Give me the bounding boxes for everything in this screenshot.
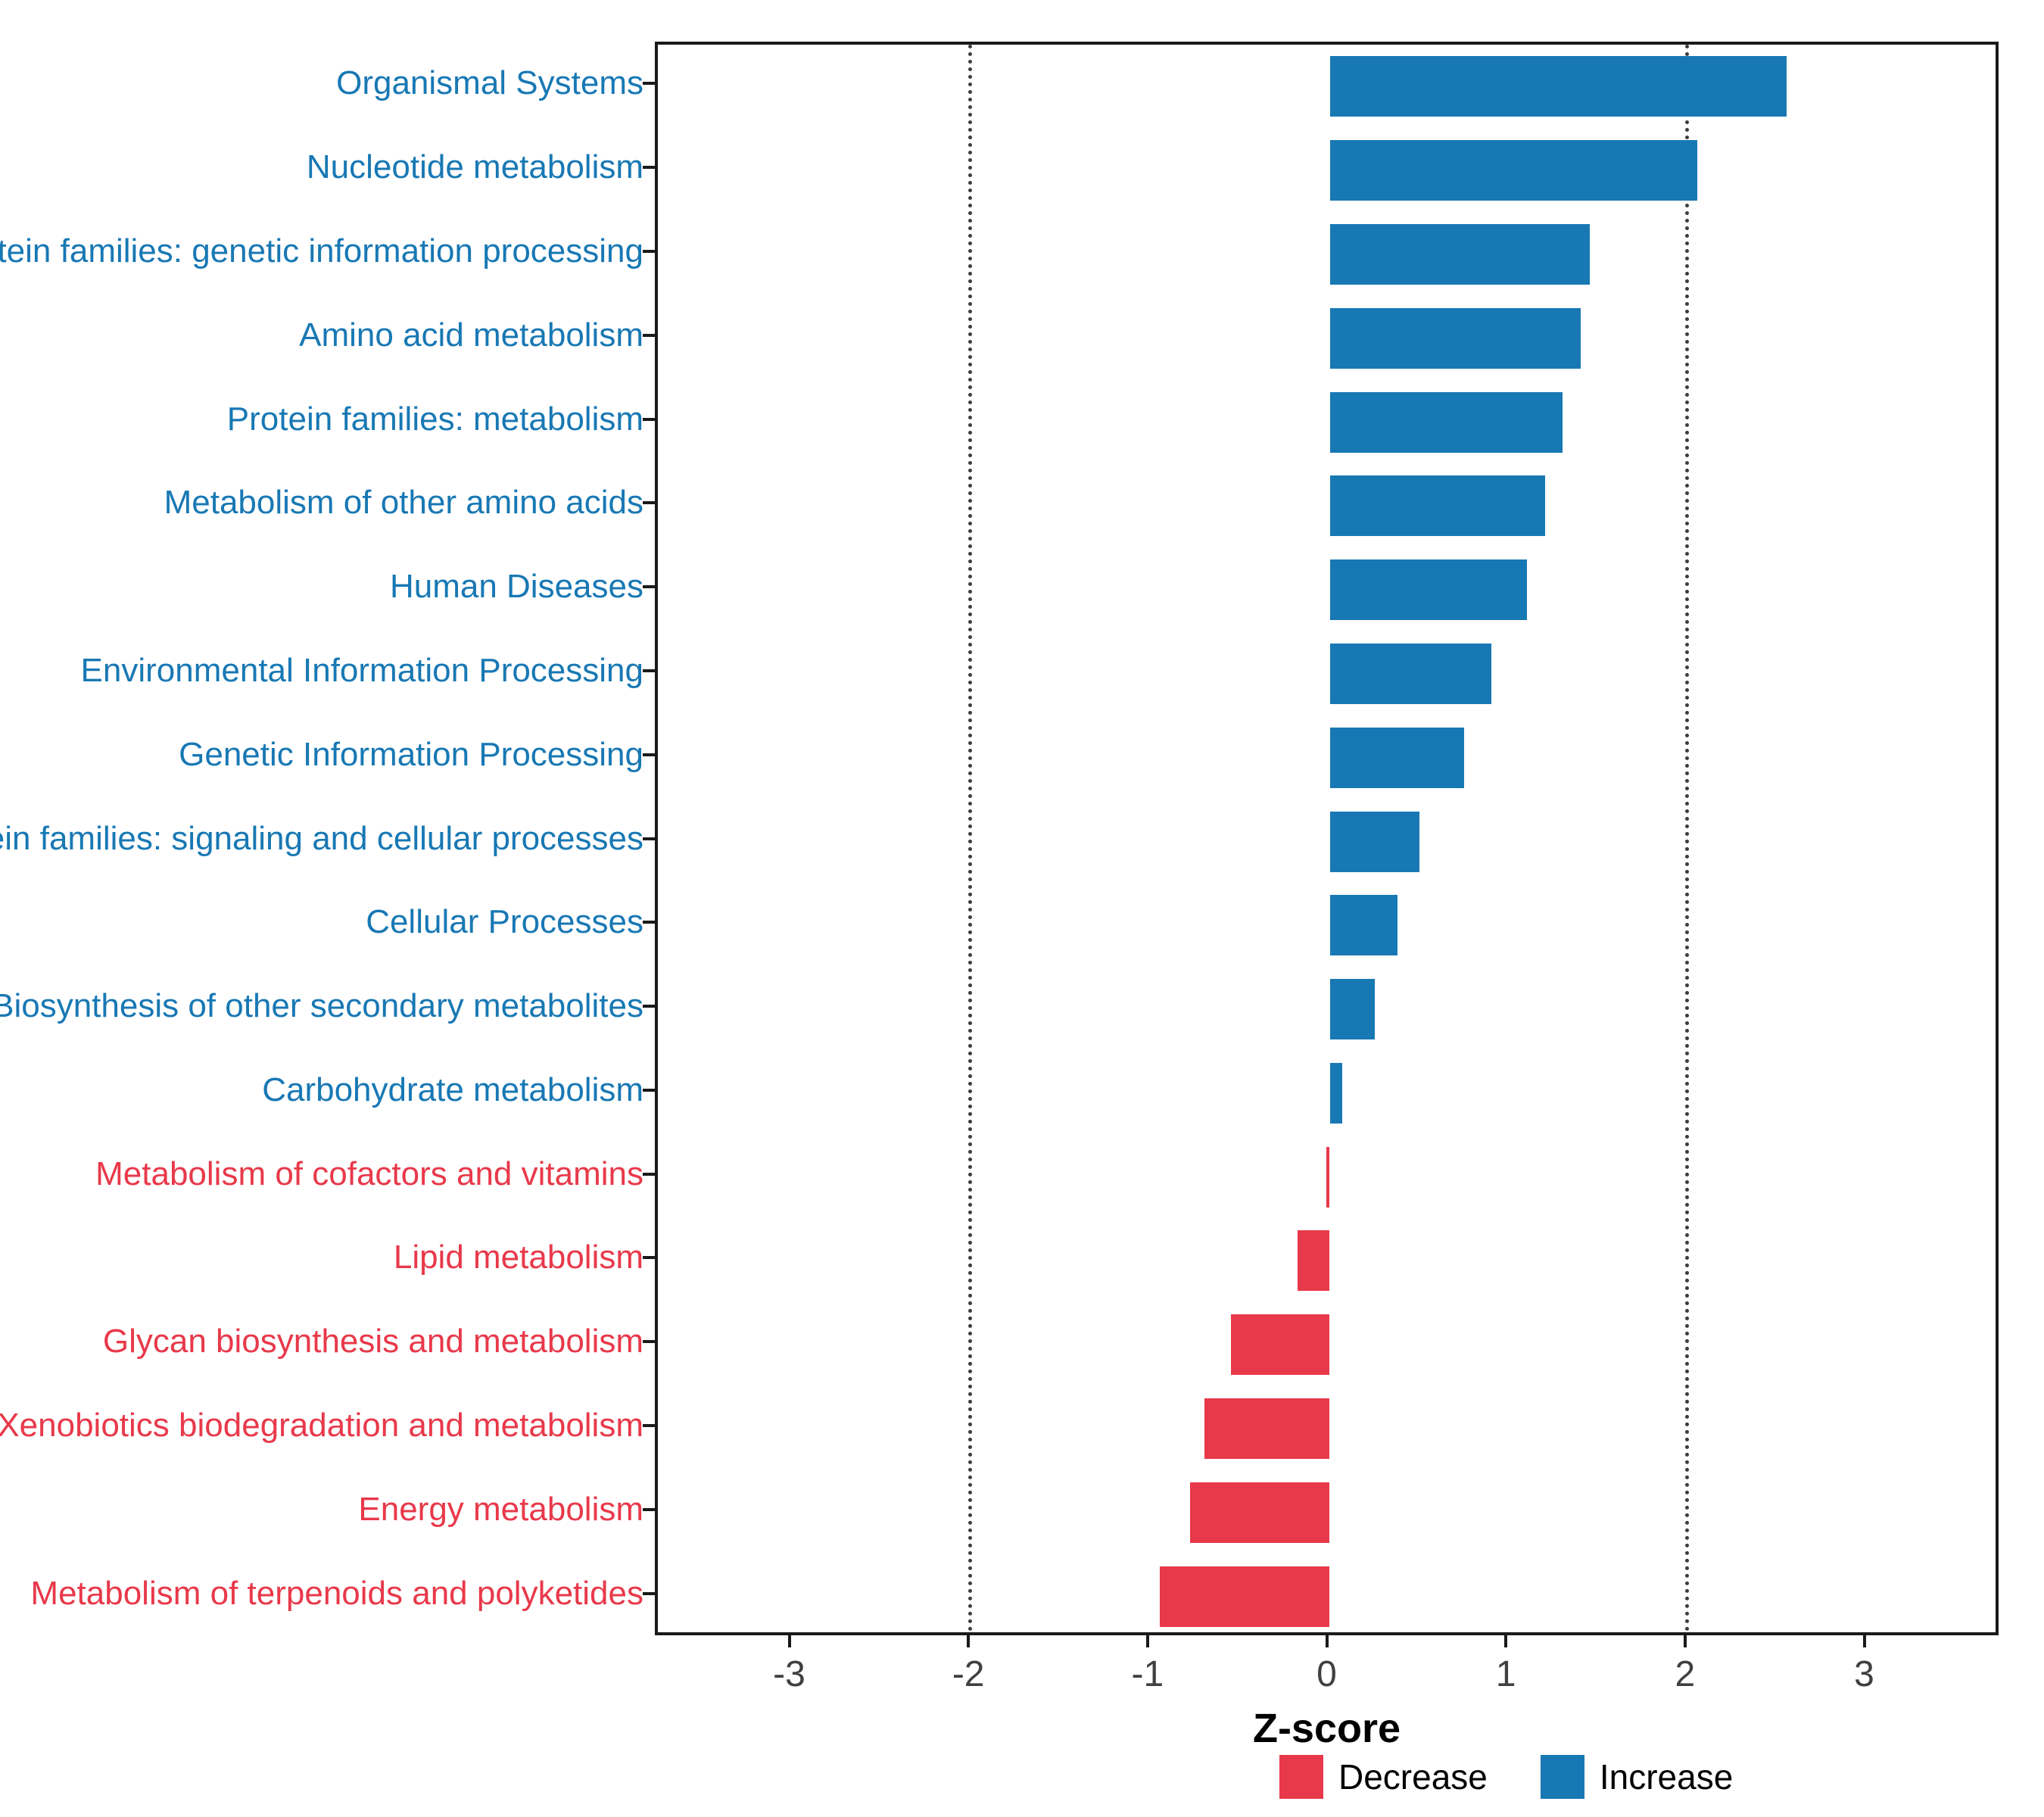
- category-label: Protein families: genetic information pr…: [0, 232, 643, 270]
- category-label: Glycan biosynthesis and metabolism: [102, 1323, 643, 1360]
- category-label: Human Diseases: [389, 567, 643, 605]
- x-axis-tick: [1862, 1635, 1866, 1647]
- y-axis-tick: [643, 1591, 655, 1595]
- x-axis-tick: [1683, 1635, 1687, 1647]
- legend-swatch-icon: [1540, 1755, 1584, 1799]
- x-axis-tick-label: -3: [773, 1654, 805, 1694]
- legend: Decrease Increase: [1279, 1755, 1733, 1799]
- bar: [1329, 392, 1563, 453]
- x-axis-tick-label: -1: [1131, 1654, 1164, 1694]
- bar: [1329, 224, 1590, 285]
- x-axis-tick: [967, 1635, 971, 1647]
- y-axis-tick: [643, 333, 655, 337]
- category-label: Xenobiotics biodegradation and metabolis…: [0, 1406, 643, 1444]
- y-axis-tick: [643, 1005, 655, 1008]
- bar: [1326, 1147, 1330, 1208]
- y-axis-tick: [643, 166, 655, 170]
- legend-label: Increase: [1599, 1757, 1734, 1797]
- plot-panel: [655, 42, 1999, 1635]
- legend-label: Decrease: [1338, 1757, 1488, 1797]
- y-axis-tick: [643, 585, 655, 589]
- y-axis-tick: [643, 1424, 655, 1428]
- category-label: Protein families: metabolism: [226, 400, 643, 438]
- category-label: Lipid metabolism: [393, 1239, 643, 1276]
- bar: [1329, 644, 1491, 704]
- y-axis-tick: [643, 669, 655, 672]
- y-axis-tick: [643, 1088, 655, 1092]
- bar: [1329, 895, 1398, 955]
- x-axis-tick: [1145, 1635, 1149, 1647]
- bar: [1297, 1230, 1330, 1291]
- bar: [1189, 1482, 1330, 1543]
- bar: [1329, 308, 1581, 369]
- category-label: Cellular Processes: [366, 903, 643, 941]
- category-label: Energy metabolism: [358, 1490, 643, 1528]
- bar: [1329, 140, 1697, 201]
- x-axis-tick-label: 2: [1675, 1654, 1696, 1694]
- y-axis-tick: [643, 417, 655, 421]
- category-label: Metabolism of cofactors and vitamins: [95, 1155, 643, 1192]
- bar: [1329, 979, 1375, 1039]
- category-label: Environmental Information Processing: [80, 651, 643, 689]
- x-axis-tick-label: -2: [952, 1654, 985, 1694]
- category-label: Biosynthesis of other secondary metaboli…: [0, 986, 643, 1024]
- x-axis-tick: [1325, 1635, 1329, 1647]
- y-axis-tick: [643, 1340, 655, 1344]
- bar: [1159, 1566, 1330, 1627]
- bar: [1329, 559, 1527, 620]
- bar: [1329, 475, 1545, 536]
- category-label: Genetic Information Processing: [179, 735, 643, 773]
- reference-line: [968, 45, 973, 1632]
- y-axis-tick: [643, 921, 655, 924]
- reference-line: [1684, 45, 1689, 1632]
- x-axis-title: Z-score: [1252, 1706, 1401, 1751]
- category-label: Organismal Systems: [336, 64, 643, 102]
- legend-item: Decrease: [1279, 1755, 1488, 1799]
- y-axis-tick: [643, 1256, 655, 1260]
- y-axis-tick: [643, 837, 655, 840]
- bar: [1329, 812, 1419, 872]
- bar: [1231, 1314, 1330, 1375]
- y-axis-tick: [643, 753, 655, 756]
- bar: [1204, 1398, 1330, 1459]
- category-label: Carbohydrate metabolism: [262, 1071, 643, 1108]
- category-label: Protein families: signaling and cellular…: [0, 819, 643, 857]
- x-axis-tick: [1504, 1635, 1508, 1647]
- x-axis-tick-label: 1: [1495, 1654, 1516, 1694]
- y-axis-tick: [643, 1172, 655, 1176]
- legend-swatch-icon: [1279, 1755, 1323, 1799]
- bar: [1329, 1063, 1343, 1124]
- category-label: Nucleotide metabolism: [306, 148, 643, 185]
- legend-item: Increase: [1540, 1755, 1734, 1799]
- category-label: Amino acid metabolism: [299, 316, 643, 354]
- x-axis-tick-label: 3: [1854, 1654, 1874, 1694]
- x-axis-tick: [787, 1635, 791, 1647]
- y-axis-tick: [643, 249, 655, 253]
- category-label: Metabolism of other amino acids: [164, 484, 643, 522]
- category-label: Metabolism of terpenoids and polyketides: [30, 1574, 643, 1612]
- y-axis-tick: [643, 82, 655, 86]
- y-axis-tick: [643, 1507, 655, 1511]
- bar: [1329, 728, 1464, 788]
- bar: [1329, 56, 1787, 117]
- x-axis-tick-label: 0: [1316, 1654, 1337, 1694]
- y-axis-tick: [643, 501, 655, 505]
